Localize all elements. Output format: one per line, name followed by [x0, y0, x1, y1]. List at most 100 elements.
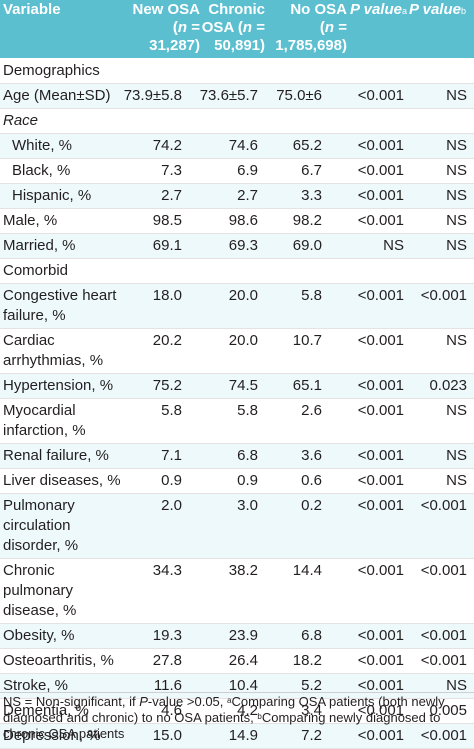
row-label: Demographics — [3, 61, 128, 81]
table-row: Liver diseases, % 0.9 0.9 0.6 <0.001 NS — [0, 469, 474, 494]
row-label-line: Osteoarthritis, % — [3, 652, 114, 669]
header-p-value-b: P valueb — [409, 1, 466, 19]
header-no-osa: No OSA (n = 1,785,698) — [271, 1, 347, 55]
row-label: Osteoarthritis, % — [3, 651, 128, 671]
row-label: Age (Mean±SD) — [3, 86, 128, 106]
cell-no-osa: 6.8 — [301, 627, 322, 644]
cell-p-value-b: <0.001 — [420, 562, 467, 579]
cell-p-value-a: <0.001 — [357, 287, 404, 304]
row-label: Hispanic, % — [12, 186, 137, 206]
cell-no-osa: 0.2 — [301, 497, 322, 514]
cell-p-value-a: <0.001 — [357, 402, 404, 419]
table-footnote: NS = Non-significant, if P-value >0.05, … — [0, 692, 474, 742]
table-row: Demographics — [0, 59, 474, 84]
header-chronic-osa: Chronic OSA (n = 50,891) — [199, 1, 265, 55]
table-row: White, % 74.2 74.6 65.2 <0.001 NS — [0, 134, 474, 159]
cell-no-osa: 3.4 — [301, 702, 322, 719]
cell-new-osa: 4.6 — [161, 702, 182, 719]
row-label-line: Hispanic, % — [12, 187, 92, 204]
cell-p-value-b: NS — [446, 677, 467, 694]
header-new-osa-line3: 31,287) — [149, 37, 200, 54]
footnote-part2: -value >0.05, — [147, 694, 228, 709]
row-label: Hypertension, % — [3, 376, 128, 396]
cell-p-value-a: <0.001 — [357, 87, 404, 104]
cell-p-value-b: NS — [446, 237, 467, 254]
cell-p-value-b: NS — [446, 187, 467, 204]
header-no-osa-line2: (n = — [319, 19, 347, 36]
table-row: Hispanic, % 2.7 2.7 3.3 <0.001 NS — [0, 184, 474, 209]
cell-new-osa: 98.5 — [152, 212, 182, 229]
row-label-line: circulation — [3, 517, 71, 534]
cell-p-value-a: <0.001 — [357, 162, 404, 179]
cell-p-value-b: 0.023 — [429, 377, 467, 394]
row-label-line: infarction, % — [3, 422, 86, 439]
row-label-line: Renal failure, % — [3, 447, 109, 464]
row-label-line: pulmonary — [3, 582, 74, 599]
header-no-osa-line1: No OSA — [290, 1, 347, 18]
row-label-line: Liver diseases, % — [3, 472, 121, 489]
cell-p-value-a: NS — [383, 237, 404, 254]
cell-p-value-a: <0.001 — [357, 727, 404, 744]
cell-chronic-osa: 14.9 — [228, 727, 258, 744]
row-label: Chronic pulmonary disease, % — [3, 561, 128, 621]
table-header: Variable New OSA (n = 31,287) Chronic OS… — [0, 0, 474, 58]
row-label-line: Obesity, % — [3, 627, 75, 644]
row-label: Myocardial infarction, % — [3, 401, 128, 441]
footnote-sup-a: a — [227, 696, 232, 705]
cell-p-value-a: <0.001 — [357, 497, 404, 514]
row-label-line: Myocardial — [3, 402, 76, 419]
cell-chronic-osa: 23.9 — [228, 627, 258, 644]
row-label: Race — [3, 111, 128, 131]
cell-p-value-a: <0.001 — [357, 652, 404, 669]
cell-chronic-osa: 10.4 — [228, 677, 258, 694]
cell-chronic-osa: 6.9 — [237, 162, 258, 179]
cell-p-value-a: <0.001 — [357, 137, 404, 154]
cell-p-value-a: <0.001 — [357, 377, 404, 394]
header-p-value-b-text: P value — [409, 1, 461, 18]
cell-new-osa: 2.0 — [161, 497, 182, 514]
table-row: Chronic pulmonary disease, % 34.3 38.2 14.4 <0… — [0, 559, 474, 624]
row-label-line: Chronic — [3, 562, 55, 579]
cell-no-osa: 0.6 — [301, 472, 322, 489]
table-row: Pulmonary circulation disorder, % 2.0 3.0 0.2… — [0, 494, 474, 559]
cell-new-osa: 27.8 — [152, 652, 182, 669]
table-row: Hypertension, % 75.2 74.5 65.1 <0.001 0.023 — [0, 374, 474, 399]
footnote-part4: Comparing newly diagnosed to chronic OSA… — [3, 710, 441, 741]
table-row: Age (Mean±SD) 73.9±5.8 73.6±5.7 75.0±6 <0.00… — [0, 84, 474, 109]
cell-no-osa: 98.2 — [292, 212, 322, 229]
cell-no-osa: 2.6 — [301, 402, 322, 419]
row-label-line: disease, % — [3, 602, 77, 619]
cell-chronic-osa: 0.9 — [237, 472, 258, 489]
table-row: Race — [0, 109, 474, 134]
cell-no-osa: 75.0±6 — [276, 87, 322, 104]
cell-new-osa: 2.7 — [161, 187, 182, 204]
cell-p-value-b: <0.001 — [420, 652, 467, 669]
header-no-osa-line3: 1,785,698) — [275, 37, 347, 54]
row-label-line: Congestive heart — [3, 287, 117, 304]
cell-chronic-osa: 3.0 — [237, 497, 258, 514]
cell-p-value-a: <0.001 — [357, 562, 404, 579]
row-label: Married, % — [3, 236, 128, 256]
cell-no-osa: 10.7 — [292, 332, 322, 349]
cell-no-osa: 14.4 — [292, 562, 322, 579]
header-chronic-osa-line3: 50,891) — [214, 37, 265, 54]
row-label: White, % — [12, 136, 137, 156]
cell-p-value-a: <0.001 — [357, 627, 404, 644]
row-label: Depression, % — [3, 726, 128, 746]
row-label: Liver diseases, % — [3, 471, 128, 491]
cell-p-value-b: NS — [446, 212, 467, 229]
row-label-line: Pulmonary — [3, 497, 75, 514]
table-row: Osteoarthritis, % 27.8 26.4 18.2 <0.001 <0.00… — [0, 649, 474, 674]
footnote-p: P — [139, 694, 148, 709]
row-label-line: failure, % — [3, 307, 66, 324]
row-label-line: Black, % — [12, 162, 71, 179]
table-row: Myocardial infarction, % 5.8 5.8 2.6 <0.001 NS — [0, 399, 474, 444]
cell-no-osa: 5.8 — [301, 287, 322, 304]
row-label-line: Male, % — [3, 212, 58, 229]
row-label-line: Married, % — [3, 237, 76, 254]
cell-no-osa: 18.2 — [292, 652, 322, 669]
table-body: Demographics Age (Mean±SD) 73.9±5.8 73.6±5.… — [0, 59, 474, 749]
cell-p-value-b: NS — [446, 137, 467, 154]
cell-p-value-b: <0.001 — [420, 497, 467, 514]
cell-chronic-osa: 38.2 — [228, 562, 258, 579]
